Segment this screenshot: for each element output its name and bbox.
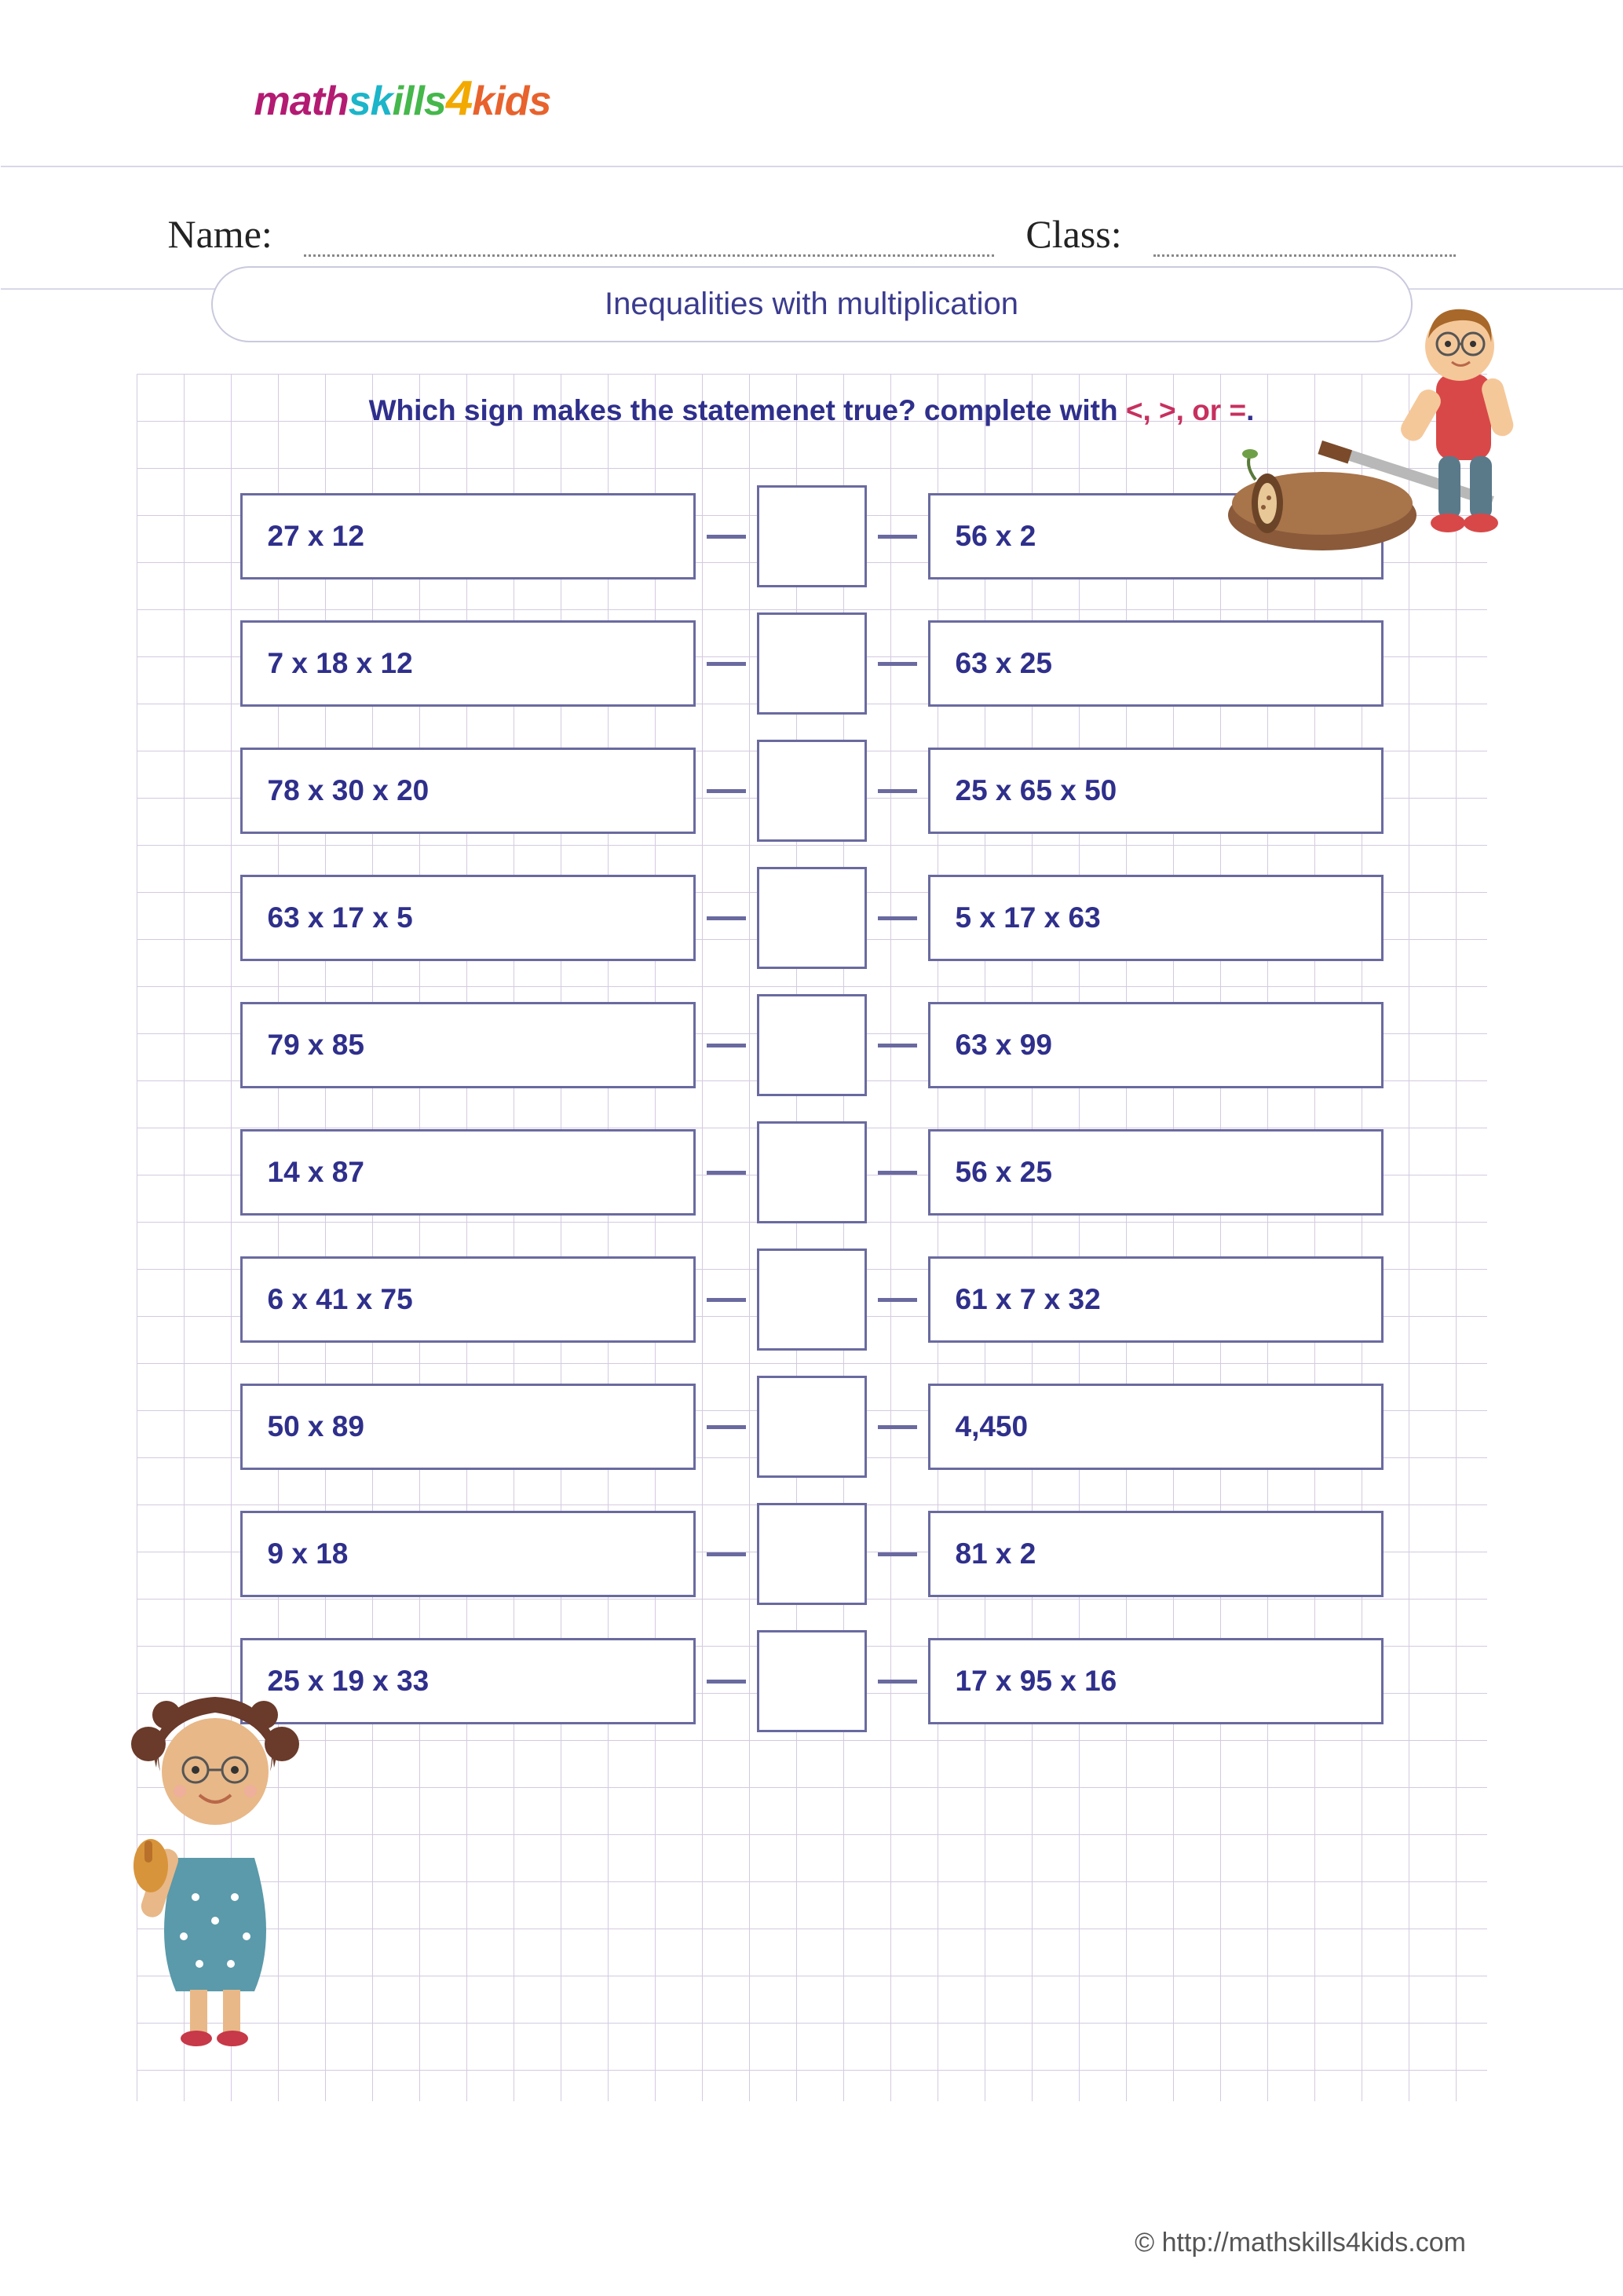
answer-box[interactable]: [757, 994, 867, 1096]
site-logo: mathskills4kids: [254, 71, 1487, 126]
copyright-footer: © http://mathskills4kids.com: [1135, 2228, 1466, 2258]
answer-box[interactable]: [757, 1503, 867, 1605]
connector-line: [878, 789, 917, 793]
left-expression: 27 x 12: [240, 493, 696, 579]
left-expression: 63 x 17 x 5: [240, 875, 696, 961]
connector-line: [878, 1425, 917, 1429]
problem-row: 25 x 19 x 33 17 x 95 x 16: [137, 1638, 1487, 1724]
problem-row: 79 x 85 63 x 99: [137, 1002, 1487, 1088]
connector-line: [878, 1171, 917, 1175]
problem-row: 9 x 18 81 x 2: [137, 1511, 1487, 1597]
answer-box[interactable]: [757, 1121, 867, 1223]
connector-line: [707, 662, 746, 666]
right-expression: 63 x 99: [928, 1002, 1384, 1088]
name-label: Name:: [168, 211, 272, 257]
worksheet-grid: Which sign makes the statemenet true? co…: [137, 374, 1487, 2101]
problem-row: 78 x 30 x 20 25 x 65 x 50: [137, 748, 1487, 834]
name-input-line[interactable]: [304, 225, 995, 257]
connector-line: [707, 1680, 746, 1684]
left-expression: 50 x 89: [240, 1384, 696, 1470]
divider-top: [1, 166, 1623, 167]
answer-box[interactable]: [757, 1630, 867, 1732]
connector-line: [707, 1044, 746, 1047]
connector-line: [878, 1298, 917, 1302]
connector-line: [707, 789, 746, 793]
logo-part-4: 4: [446, 71, 472, 126]
connector-line: [707, 535, 746, 539]
answer-box[interactable]: [757, 740, 867, 842]
connector-line: [878, 1044, 917, 1047]
left-expression: 6 x 41 x 75: [240, 1256, 696, 1343]
problem-row: 63 x 17 x 5 5 x 17 x 63: [137, 875, 1487, 961]
answer-box[interactable]: [757, 612, 867, 715]
connector-line: [707, 1298, 746, 1302]
instruction-prefix: Which sign makes the statemenet true? co…: [369, 394, 1126, 426]
boy-sawing-illustration: [1220, 295, 1519, 562]
right-expression: 4,450: [928, 1384, 1384, 1470]
connector-line: [878, 1680, 917, 1684]
left-expression: 9 x 18: [240, 1511, 696, 1597]
answer-box[interactable]: [757, 1249, 867, 1351]
problems-list: 27 x 12 56 x 2 7 x 18 x 12 63 x 25 78 x …: [137, 452, 1487, 1724]
connector-line: [707, 1425, 746, 1429]
answer-box[interactable]: [757, 1376, 867, 1478]
problem-row: 7 x 18 x 12 63 x 25: [137, 620, 1487, 707]
left-expression: 78 x 30 x 20: [240, 748, 696, 834]
class-label: Class:: [1025, 211, 1121, 257]
left-expression: 7 x 18 x 12: [240, 620, 696, 707]
right-expression: 56 x 25: [928, 1129, 1384, 1216]
connector-line: [878, 916, 917, 920]
problem-row: 50 x 89 4,450: [137, 1384, 1487, 1470]
logo-part-2: sk: [349, 79, 393, 124]
class-input-line[interactable]: [1153, 225, 1456, 257]
problem-row: 6 x 41 x 75 61 x 7 x 32: [137, 1256, 1487, 1343]
right-expression: 81 x 2: [928, 1511, 1384, 1597]
right-expression: 5 x 17 x 63: [928, 875, 1384, 961]
answer-box[interactable]: [757, 867, 867, 969]
left-expression: 79 x 85: [240, 1002, 696, 1088]
problem-row: 14 x 87 56 x 25: [137, 1129, 1487, 1216]
right-expression: 17 x 95 x 16: [928, 1638, 1384, 1724]
left-expression: 14 x 87: [240, 1129, 696, 1216]
logo-part-5: kids: [472, 79, 550, 124]
logo-part-1: math: [254, 79, 349, 124]
answer-box[interactable]: [757, 485, 867, 587]
right-expression: 61 x 7 x 32: [928, 1256, 1384, 1343]
right-expression: 25 x 65 x 50: [928, 748, 1384, 834]
connector-line: [707, 1171, 746, 1175]
connector-line: [878, 662, 917, 666]
connector-line: [707, 1552, 746, 1556]
connector-line: [707, 916, 746, 920]
right-expression: 63 x 25: [928, 620, 1384, 707]
girl-backpack-illustration: [105, 1638, 309, 2046]
connector-line: [878, 1552, 917, 1556]
connector-line: [878, 535, 917, 539]
logo-part-3: ills: [393, 79, 446, 124]
